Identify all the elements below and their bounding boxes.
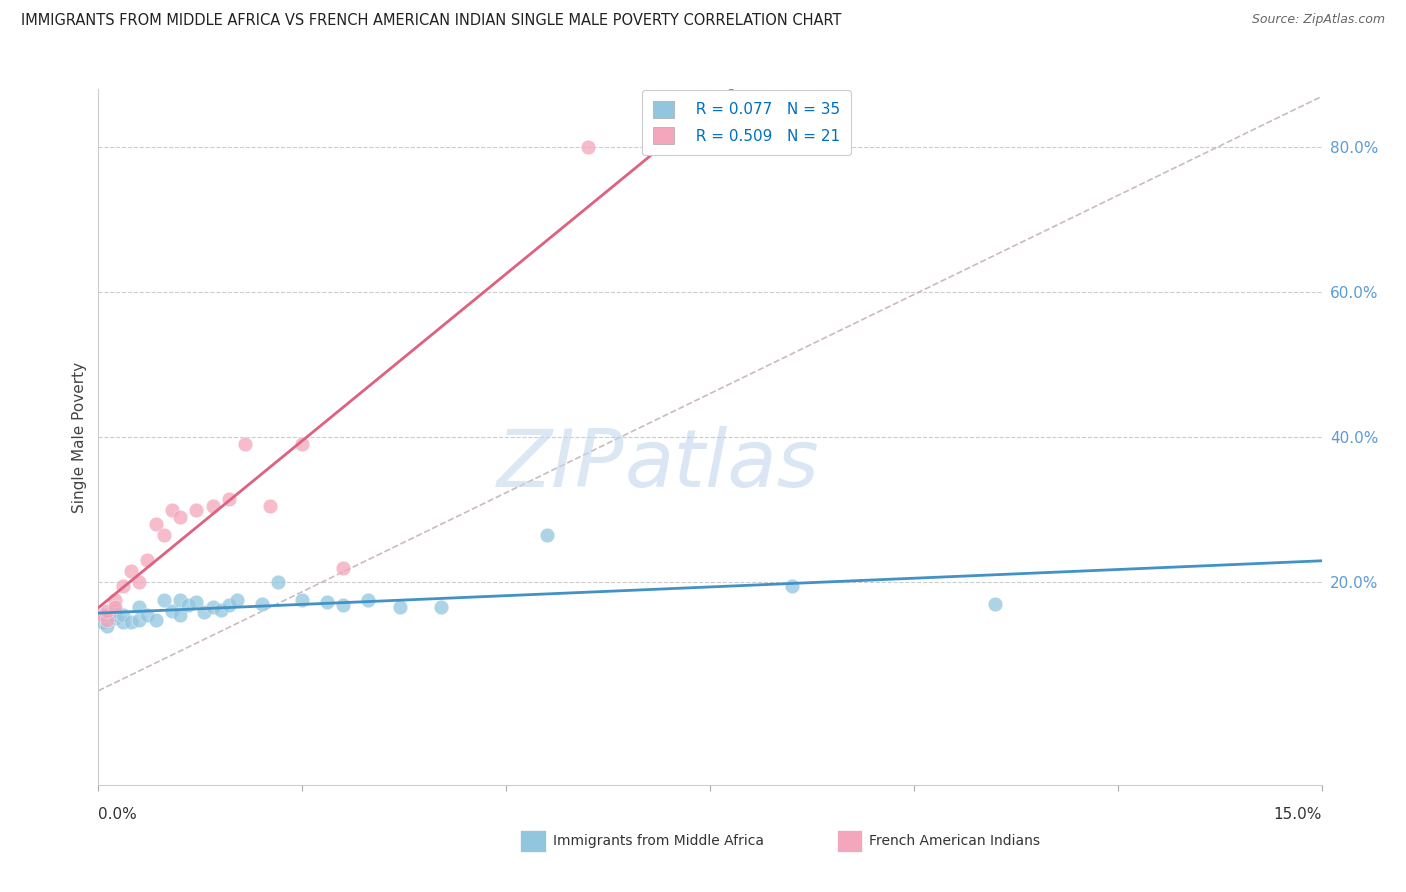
- Point: [104, 600, 127, 615]
- Point: [160, 604, 183, 618]
- Point: [332, 598, 354, 612]
- Point: [186, 595, 208, 609]
- Text: Source: ZipAtlas.com: Source: ZipAtlas.com: [1251, 13, 1385, 27]
- Point: [984, 597, 1007, 611]
- Point: [128, 613, 150, 627]
- Point: [104, 593, 127, 607]
- Point: [218, 598, 240, 612]
- Point: [291, 437, 314, 451]
- Point: [332, 560, 354, 574]
- Point: [104, 604, 127, 618]
- Text: ZIP: ZIP: [498, 425, 624, 504]
- Point: [91, 607, 114, 622]
- Point: [209, 602, 232, 616]
- Point: [136, 553, 159, 567]
- Text: 15.0%: 15.0%: [1274, 807, 1322, 822]
- Point: [186, 502, 208, 516]
- Y-axis label: Single Male Poverty: Single Male Poverty: [72, 361, 87, 513]
- Point: [96, 604, 118, 618]
- Text: French American Indians: French American Indians: [869, 834, 1040, 847]
- Point: [177, 598, 200, 612]
- Point: [193, 606, 215, 620]
- Point: [389, 600, 412, 615]
- Point: [356, 593, 378, 607]
- Text: 0.0%: 0.0%: [98, 807, 138, 822]
- Point: [111, 615, 134, 629]
- Point: [104, 611, 127, 625]
- Point: [128, 600, 150, 615]
- Point: [128, 574, 150, 589]
- Point: [96, 607, 118, 622]
- Point: [111, 579, 134, 593]
- Point: [104, 607, 127, 622]
- Point: [780, 579, 803, 593]
- Point: [218, 491, 240, 506]
- Point: [111, 607, 134, 622]
- Point: [169, 607, 191, 622]
- Point: [145, 613, 167, 627]
- Point: [120, 564, 142, 578]
- Legend:   R = 0.077   N = 35,   R = 0.509   N = 21: R = 0.077 N = 35, R = 0.509 N = 21: [643, 90, 851, 155]
- Point: [430, 600, 453, 615]
- Point: [226, 593, 249, 607]
- Point: [201, 600, 224, 615]
- Text: IMMIGRANTS FROM MIDDLE AFRICA VS FRENCH AMERICAN INDIAN SINGLE MALE POVERTY CORR: IMMIGRANTS FROM MIDDLE AFRICA VS FRENCH …: [21, 13, 842, 29]
- Point: [291, 593, 314, 607]
- Point: [152, 528, 174, 542]
- Point: [96, 618, 118, 632]
- Point: [259, 499, 281, 513]
- Point: [201, 499, 224, 513]
- Point: [536, 528, 558, 542]
- Text: Immigrants from Middle Africa: Immigrants from Middle Africa: [553, 834, 763, 847]
- Point: [91, 615, 114, 629]
- Point: [315, 595, 337, 609]
- Point: [250, 597, 273, 611]
- Point: [145, 516, 167, 531]
- Point: [233, 437, 256, 451]
- Point: [169, 509, 191, 524]
- Text: atlas: atlas: [624, 425, 820, 504]
- Point: [160, 502, 183, 516]
- Point: [169, 593, 191, 607]
- Point: [136, 607, 159, 622]
- Point: [96, 613, 118, 627]
- Point: [267, 574, 290, 589]
- Point: [576, 140, 599, 154]
- Point: [120, 615, 142, 629]
- Point: [152, 593, 174, 607]
